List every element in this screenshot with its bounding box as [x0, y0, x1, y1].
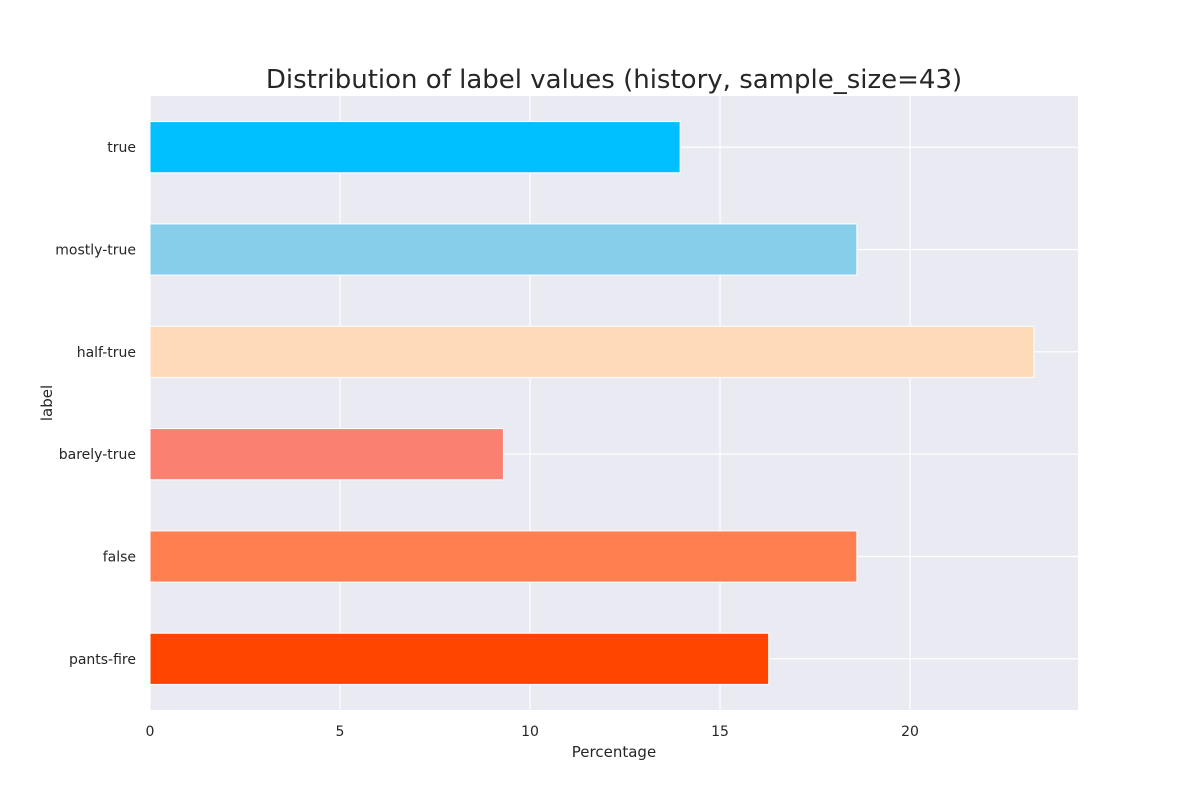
bar-barely-true	[149, 428, 504, 481]
x-tick-labels: 0 5 10 15 20	[146, 724, 919, 740]
plot-area	[150, 96, 1078, 710]
bar-pants-fire	[149, 632, 770, 685]
x-axis-label: Percentage	[572, 743, 656, 761]
y-tick-label: barely-true	[59, 447, 136, 463]
bar-false	[149, 530, 858, 583]
x-tick-label: 15	[711, 724, 729, 740]
x-tick-label: 5	[336, 724, 345, 740]
y-tick-labels: true mostly-true half-true barely-true false…	[55, 140, 136, 668]
chart-title: Distribution of label values (history, s…	[266, 65, 962, 95]
bar-true	[149, 121, 681, 174]
y-tick-label: pants-fire	[69, 652, 136, 668]
y-tick-label: mostly-true	[55, 243, 136, 259]
x-tick-label: 20	[901, 724, 919, 740]
x-tick-label: 0	[146, 724, 155, 740]
y-tick-label: false	[103, 550, 136, 566]
bar-half-true	[149, 325, 1035, 378]
y-tick-label: half-true	[77, 345, 136, 361]
bars	[149, 121, 1035, 685]
x-tick-label: 10	[521, 724, 539, 740]
y-tick-label: true	[107, 140, 136, 156]
y-axis-label: label	[38, 385, 56, 421]
bar-mostly-true	[149, 223, 858, 276]
